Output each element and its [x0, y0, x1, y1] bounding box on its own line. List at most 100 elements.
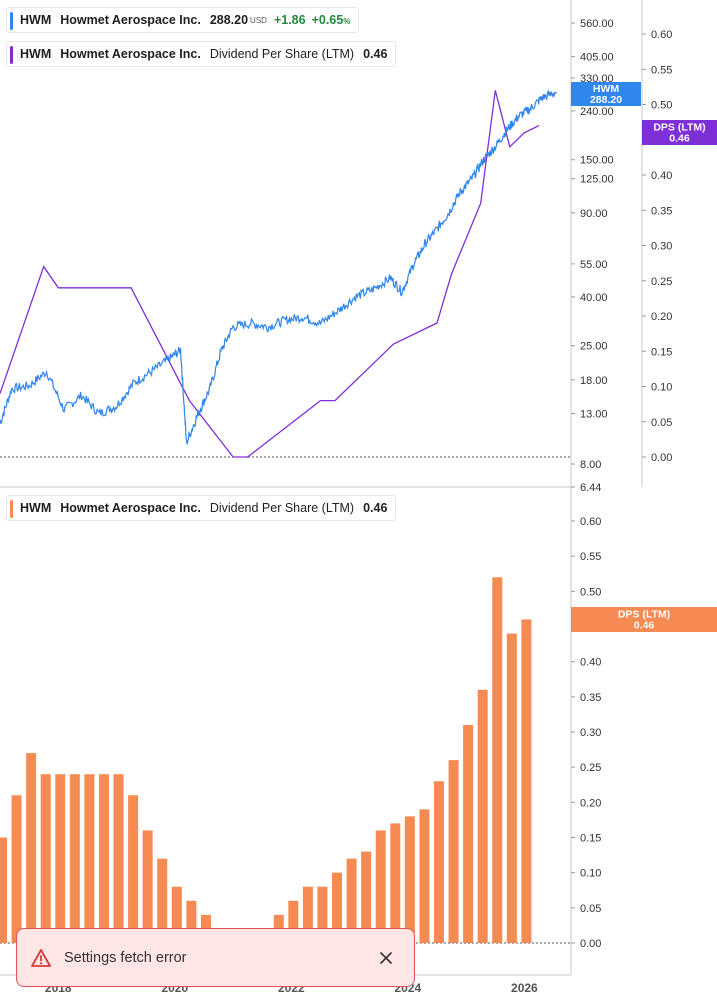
dps-bar — [390, 823, 401, 943]
price-tick-label: 55.00 — [580, 259, 608, 271]
dps-line-legend-name: Howmet Aerospace Inc. — [60, 47, 201, 61]
dps-line-legend-symbol: HWM — [20, 47, 52, 61]
dps_top-badge — [642, 120, 717, 145]
price-tick-label: 8.00 — [580, 459, 601, 471]
dps-bar — [492, 577, 503, 943]
dps-bar — [84, 774, 95, 943]
dps-top-tick-label: 0.60 — [651, 29, 672, 41]
dps-bottom-tick-label: 0.55 — [580, 551, 601, 563]
price-legend-symbol: HWM — [20, 13, 52, 27]
dps-top-tick-label: 0.30 — [651, 241, 672, 253]
price-line — [0, 89, 557, 445]
dps-bar — [433, 781, 444, 943]
dps-bar — [142, 830, 153, 943]
error-toast: Settings fetch error — [16, 928, 415, 987]
price-tick-label: 240.00 — [580, 106, 614, 118]
dps-line-legend-swatch — [10, 46, 13, 64]
dps-line-legend-metric: Dividend Per Share (LTM) — [209, 47, 355, 61]
dps-line-legend[interactable]: HWM Howmet Aerospace Inc. Dividend Per S… — [6, 41, 397, 67]
dps-bar — [11, 795, 22, 943]
dps-top-tick-label: 0.10 — [651, 382, 672, 394]
dps-bottom-tick-label: 0.40 — [580, 657, 601, 669]
close-icon — [380, 952, 392, 964]
dps-bar-legend-name: Howmet Aerospace Inc. — [60, 501, 201, 515]
dps-bar — [302, 886, 313, 943]
dps-bar — [288, 900, 299, 943]
dps-bar-legend-swatch — [10, 500, 13, 518]
dps-line — [0, 90, 540, 458]
dps-bottom-tick-label: 0.30 — [580, 727, 601, 739]
dps-bar — [55, 774, 66, 943]
dps-bar — [477, 689, 488, 943]
dps-bar — [361, 851, 372, 943]
price-legend-change-pct: +0.65% — [312, 13, 351, 27]
dps-bottom-tick-label: 0.15 — [580, 833, 601, 845]
dps-top-tick-label: 0.35 — [651, 205, 672, 217]
dps-bar-legend-metric: Dividend Per Share (LTM) — [209, 501, 355, 515]
dps-bar — [448, 760, 459, 943]
dps-bottom-tick-label: 0.20 — [580, 797, 601, 809]
dps_top-badge-value: 0.46 — [669, 133, 690, 145]
dps-bottom-tick-label: 0.60 — [580, 516, 601, 528]
dps-bar — [157, 858, 168, 943]
price-tick-label: 40.00 — [580, 292, 608, 304]
dps-bar — [332, 872, 343, 943]
dps_bottom-badge-label: DPS (LTM) — [618, 609, 670, 621]
dps-bar — [0, 837, 7, 943]
dps_bottom-badge-value: 0.46 — [634, 620, 655, 632]
dps-top-tick-label: 0.40 — [651, 170, 672, 182]
dps-top-tick-label: 0.50 — [651, 100, 672, 112]
warning-icon — [31, 948, 51, 967]
price-legend-value: 288.20 — [209, 13, 249, 27]
price-badge-label: HWM — [593, 83, 619, 95]
dps-top-tick-label: 0.15 — [651, 346, 672, 358]
price-tick-label: 25.00 — [580, 341, 608, 353]
dps-top-tick-label: 0.20 — [651, 311, 672, 323]
dps-top-tick-label: 0.25 — [651, 276, 672, 288]
dps-bar — [186, 900, 197, 943]
dps_top-badge-label: DPS (LTM) — [653, 122, 705, 134]
dps-bar-legend-value: 0.46 — [363, 501, 388, 515]
price-legend-pct-sign: % — [343, 17, 351, 26]
dps-top-tick-label: 0.00 — [651, 452, 672, 464]
dps-bar — [521, 619, 532, 943]
dps-bar — [98, 774, 109, 943]
dps-bar — [463, 724, 474, 943]
marks-layer — [0, 89, 557, 943]
price-tick-label: 560.00 — [580, 18, 614, 30]
dps-bar — [506, 633, 517, 943]
dps-bar — [26, 753, 37, 943]
dps-bar — [40, 774, 51, 943]
price-badge — [571, 82, 641, 106]
dps-bottom-tick-label: 0.25 — [580, 762, 601, 774]
price-tick-label: 125.00 — [580, 174, 614, 186]
price-tick-label: 150.00 — [580, 155, 614, 167]
dps-bar — [419, 809, 430, 943]
dps-bar — [404, 816, 415, 943]
dps-bar — [171, 886, 182, 943]
price-tick-label: 6.44 — [580, 482, 601, 494]
price-legend-currency: USD — [250, 15, 267, 25]
dps-bar — [375, 830, 386, 943]
dps-bottom-tick-label: 0.05 — [580, 903, 601, 915]
price-legend-change: +1.86 — [273, 13, 306, 27]
dps-bar — [113, 774, 124, 943]
price-tick-label: 90.00 — [580, 208, 608, 220]
toast-message: Settings fetch error — [64, 949, 187, 966]
dps-bar — [317, 886, 328, 943]
dps_bottom-badge — [571, 607, 717, 632]
dps-bottom-tick-label: 0.50 — [580, 586, 601, 598]
price-legend[interactable]: HWM Howmet Aerospace Inc. 288.20 USD +1.… — [6, 7, 360, 33]
dps-bar — [128, 795, 139, 943]
dps-bottom-tick-label: 0.10 — [580, 868, 601, 880]
dps-line-legend-value: 0.46 — [363, 47, 388, 61]
dps-bottom-tick-label: 0.00 — [580, 938, 601, 950]
dps-bar-legend-symbol: HWM — [20, 501, 52, 515]
x-tick-label: 2026 — [511, 981, 538, 995]
dps-top-tick-label: 0.05 — [651, 417, 672, 429]
dps-bar-legend[interactable]: HWM Howmet Aerospace Inc. Dividend Per S… — [6, 495, 397, 521]
price-legend-name: Howmet Aerospace Inc. — [60, 13, 201, 27]
toast-close-button[interactable] — [376, 948, 396, 968]
